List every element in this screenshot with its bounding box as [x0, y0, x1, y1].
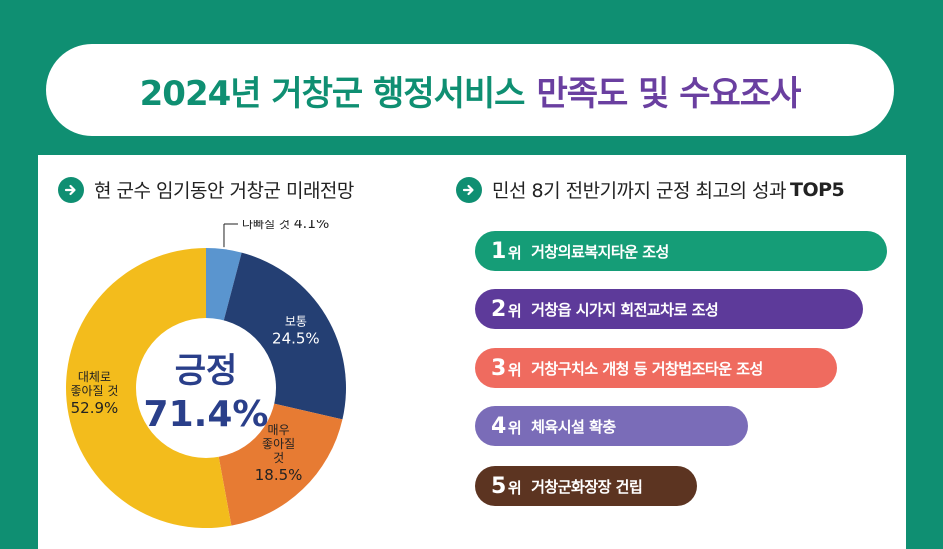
center-value: 71.4% [144, 394, 269, 435]
slice-value: 24.5% [272, 330, 320, 348]
rank-suffix: 위 [507, 360, 522, 379]
slice-label: 좋아질 것 [70, 384, 118, 398]
center-label: 긍정 [175, 351, 238, 391]
rank-suffix: 위 [507, 301, 522, 320]
rank-suffix: 위 [507, 478, 522, 497]
rank-suffix: 위 [507, 243, 522, 262]
arrow-right-icon [58, 176, 84, 203]
slice-label: 대체로 [78, 370, 111, 384]
slice-label: 보통 [285, 315, 307, 329]
slice-label: 것 [273, 451, 284, 465]
slice-label: 나빠질 것 4.1% [242, 220, 329, 232]
right-heading-suffix: TOP5 [790, 178, 845, 201]
top5-item-4: 4 위 체육시설 확충 [475, 406, 748, 446]
rank-text: 거창읍 시가지 회전교차로 조성 [531, 300, 719, 319]
top5-item-1: 1 위 거창의료복지타운 조성 [475, 231, 887, 271]
slice-label: 매우 [268, 423, 290, 437]
rank-suffix: 위 [507, 418, 522, 437]
slice-value: 18.5% [255, 466, 303, 484]
slice-value: 52.9% [71, 399, 119, 417]
arrow-right-icon [456, 176, 482, 203]
title-part1: 2024년 거창군 행정서비스 [139, 73, 526, 114]
title-banner: 2024년 거창군 행정서비스 만족도 및 수요조사 [46, 44, 894, 136]
left-heading-text: 현 군수 임기동안 거창군 미래전망 [94, 180, 354, 202]
rank-text: 거창군화장장 건립 [531, 477, 643, 496]
left-section-heading: 현 군수 임기동안 거창군 미래전망 [58, 176, 354, 203]
rank-text: 거창구치소 개청 등 거창법조타운 조성 [531, 359, 763, 378]
right-section-heading: 민선 8기 전반기까지 군정 최고의 성과 TOP5 [456, 176, 845, 203]
top5-item-3: 3 위 거창구치소 개청 등 거창법조타운 조성 [475, 348, 837, 388]
rank-text: 거창의료복지타운 조성 [531, 242, 669, 261]
right-heading-prefix: 민선 8기 전반기까지 군정 최고의 성과 [492, 180, 787, 202]
slice-label: 좋아질 [262, 437, 295, 451]
top5-item-2: 2 위 거창읍 시가지 회전교차로 조성 [475, 289, 863, 329]
top5-item-5: 5 위 거창군화장장 건립 [475, 466, 697, 506]
title-part2: 만족도 및 수요조사 [536, 73, 801, 114]
rank-text: 체육시설 확충 [531, 417, 616, 436]
